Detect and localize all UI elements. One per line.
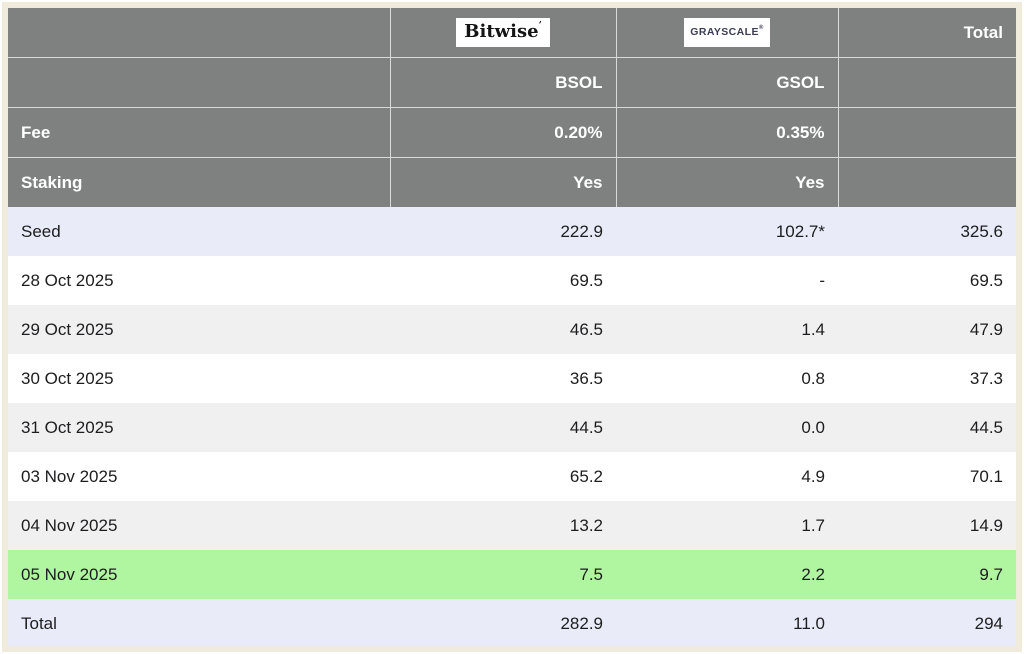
grayscale-registered-mark: ® bbox=[758, 25, 764, 32]
bsol-fee: 0.20% bbox=[390, 107, 617, 158]
grayscale-logo-label: GRAYSCALE bbox=[690, 26, 759, 39]
header-empty-cell bbox=[8, 8, 391, 58]
fee-row-total bbox=[838, 107, 1016, 158]
table-row-04-nov: 04 Nov 2025 13.2 1.7 14.9 bbox=[8, 501, 1016, 550]
row-label: 30 Oct 2025 bbox=[8, 354, 390, 403]
row-label: 03 Nov 2025 bbox=[8, 452, 390, 501]
row-label: Seed bbox=[8, 207, 390, 256]
etf-flows-table: Bitwise’ GRAYSCALE® Total BSOL GSOL Fee … bbox=[8, 8, 1016, 646]
gsol-value: 0.0 bbox=[616, 403, 838, 452]
row-label: 05 Nov 2025 bbox=[8, 550, 390, 599]
gsol-value: 11.0 bbox=[616, 599, 838, 646]
gsol-value: - bbox=[616, 256, 838, 305]
total-column-header: Total bbox=[838, 8, 1016, 58]
gsol-value: 2.2 bbox=[616, 550, 838, 599]
bitwise-trademark-tick: ’ bbox=[538, 21, 542, 31]
row-label: 28 Oct 2025 bbox=[8, 256, 390, 305]
table-row-05-nov-highlighted: 05 Nov 2025 7.5 2.2 9.7 bbox=[8, 550, 1016, 599]
total-value: 69.5 bbox=[838, 256, 1016, 305]
gsol-fee: 0.35% bbox=[616, 107, 839, 158]
total-value: 44.5 bbox=[838, 403, 1016, 452]
header-staking-row: Staking Yes Yes bbox=[8, 157, 1016, 207]
table-header: Bitwise’ GRAYSCALE® Total BSOL GSOL Fee … bbox=[8, 8, 1016, 207]
bitwise-logo: Bitwise’ bbox=[456, 18, 550, 47]
total-value: 9.7 bbox=[838, 550, 1016, 599]
table-row-03-nov: 03 Nov 2025 65.2 4.9 70.1 bbox=[8, 452, 1016, 501]
gsol-value: 1.7 bbox=[616, 501, 838, 550]
gsol-value: 0.8 bbox=[616, 354, 838, 403]
total-value: 325.6 bbox=[838, 207, 1016, 256]
total-value: 294 bbox=[838, 599, 1016, 646]
row-label: 04 Nov 2025 bbox=[8, 501, 390, 550]
fee-row-label: Fee bbox=[8, 107, 391, 158]
table-body: Seed 222.9 102.7* 325.6 28 Oct 2025 69.5… bbox=[8, 207, 1016, 646]
row-label: 31 Oct 2025 bbox=[8, 403, 390, 452]
total-value: 47.9 bbox=[838, 305, 1016, 354]
bsol-value: 13.2 bbox=[390, 501, 616, 550]
gsol-ticker: GSOL bbox=[616, 57, 839, 108]
table-row-total: Total 282.9 11.0 294 bbox=[8, 599, 1016, 646]
gsol-value: 102.7* bbox=[616, 207, 838, 256]
bsol-value: 7.5 bbox=[390, 550, 616, 599]
bsol-value: 44.5 bbox=[390, 403, 616, 452]
staking-row-total bbox=[838, 157, 1016, 207]
table-row-28-oct: 28 Oct 2025 69.5 - 69.5 bbox=[8, 256, 1016, 305]
bsol-staking: Yes bbox=[390, 157, 617, 207]
header-fee-row: Fee 0.20% 0.35% bbox=[8, 107, 1016, 158]
table-row-seed: Seed 222.9 102.7* 325.6 bbox=[8, 207, 1016, 256]
bsol-value: 282.9 bbox=[390, 599, 616, 646]
header-ticker-row: BSOL GSOL bbox=[8, 57, 1016, 108]
bitwise-column-header: Bitwise’ bbox=[390, 8, 617, 58]
gsol-value: 4.9 bbox=[616, 452, 838, 501]
bitwise-logo-label: Bitwise bbox=[464, 21, 539, 42]
header-logo-row: Bitwise’ GRAYSCALE® Total bbox=[8, 8, 1016, 58]
table-row-30-oct: 30 Oct 2025 36.5 0.8 37.3 bbox=[8, 354, 1016, 403]
table-row-31-oct: 31 Oct 2025 44.5 0.0 44.5 bbox=[8, 403, 1016, 452]
ticker-row-total bbox=[838, 57, 1016, 108]
grayscale-column-header: GRAYSCALE® bbox=[616, 8, 839, 58]
total-value: 37.3 bbox=[838, 354, 1016, 403]
gsol-value: 1.4 bbox=[616, 305, 838, 354]
bsol-value: 36.5 bbox=[390, 354, 616, 403]
row-label: Total bbox=[8, 599, 390, 646]
bsol-value: 65.2 bbox=[390, 452, 616, 501]
ticker-row-label bbox=[8, 57, 391, 108]
total-value: 14.9 bbox=[838, 501, 1016, 550]
grayscale-logo: GRAYSCALE® bbox=[684, 18, 770, 47]
gsol-staking: Yes bbox=[616, 157, 839, 207]
row-label: 29 Oct 2025 bbox=[8, 305, 390, 354]
total-value: 70.1 bbox=[838, 452, 1016, 501]
table-row-29-oct: 29 Oct 2025 46.5 1.4 47.9 bbox=[8, 305, 1016, 354]
bsol-value: 46.5 bbox=[390, 305, 616, 354]
staking-row-label: Staking bbox=[8, 157, 391, 207]
bsol-value: 69.5 bbox=[390, 256, 616, 305]
bsol-value: 222.9 bbox=[390, 207, 616, 256]
bsol-ticker: BSOL bbox=[390, 57, 617, 108]
